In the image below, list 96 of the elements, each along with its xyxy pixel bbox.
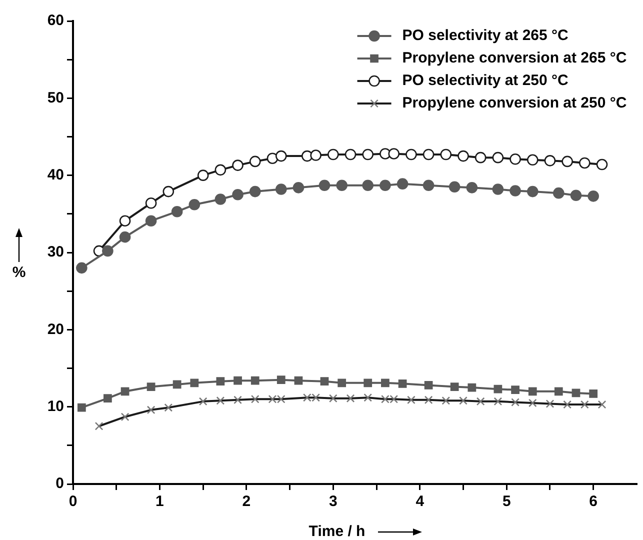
- point: [216, 377, 225, 386]
- point: [448, 181, 460, 193]
- point: [596, 158, 608, 170]
- point: [494, 384, 502, 394]
- point: [275, 150, 287, 162]
- x-tick-label: 0: [68, 493, 78, 510]
- x-tick-label: 4: [416, 493, 425, 510]
- point: [388, 148, 400, 160]
- point: [511, 386, 520, 394]
- point: [318, 180, 330, 192]
- point: [197, 170, 209, 181]
- point: [119, 231, 131, 243]
- point: [589, 390, 598, 398]
- point: [553, 187, 564, 199]
- point: [145, 215, 157, 227]
- point: [310, 150, 322, 161]
- point: [572, 388, 580, 398]
- point: [338, 378, 346, 388]
- point: [294, 376, 303, 385]
- point: [562, 156, 573, 168]
- point: [492, 184, 504, 195]
- point: [440, 148, 452, 160]
- point: [526, 186, 538, 198]
- point: [544, 155, 556, 166]
- point: [364, 378, 372, 388]
- point: [232, 160, 244, 171]
- point: [458, 150, 469, 162]
- point: [266, 152, 278, 164]
- point: [526, 154, 538, 166]
- legend-label: Propylene conversion at 265 °C: [402, 50, 627, 67]
- point: [422, 148, 434, 160]
- point: [146, 382, 156, 391]
- point: [102, 245, 114, 257]
- point: [336, 180, 348, 192]
- point: [214, 164, 226, 176]
- point: [492, 152, 504, 164]
- x-axis-title: Time / h: [308, 523, 366, 540]
- point: [424, 381, 433, 390]
- y-tick-label: 20: [47, 320, 64, 338]
- point: [380, 180, 391, 192]
- point: [104, 394, 112, 403]
- point: [450, 382, 459, 391]
- point: [145, 197, 157, 209]
- point: [362, 180, 374, 192]
- point: [77, 403, 86, 412]
- point: [232, 188, 244, 200]
- point: [579, 157, 590, 169]
- x-tick-label: 6: [589, 493, 598, 510]
- y-tick-label: 40: [47, 166, 64, 184]
- point: [292, 182, 304, 194]
- x-tick-label: 1: [156, 493, 164, 510]
- x-tick-label: 2: [242, 493, 251, 510]
- point: [275, 184, 287, 195]
- point: [570, 190, 582, 202]
- point: [172, 380, 182, 389]
- point: [234, 376, 242, 385]
- point: [320, 377, 329, 386]
- point: [249, 156, 261, 168]
- point: [162, 186, 174, 198]
- y-tick-label: 60: [47, 12, 64, 30]
- x-tick-label: 5: [502, 493, 511, 510]
- legend-label: PO selectivity at 265 °C: [402, 27, 569, 44]
- point: [554, 387, 563, 396]
- legend-label: Propylene conversion at 250 °C: [402, 94, 627, 112]
- point: [250, 376, 260, 385]
- point: [214, 194, 226, 205]
- legend-label: PO selectivity at 250 °C: [402, 72, 569, 90]
- y-tick-label: 0: [56, 475, 64, 492]
- point: [466, 182, 478, 194]
- point: [468, 383, 476, 392]
- point: [510, 185, 521, 196]
- point: [422, 180, 434, 192]
- point: [76, 262, 88, 274]
- y-tick-label: 10: [47, 398, 64, 415]
- y-axis-title: %: [12, 264, 26, 282]
- point: [474, 152, 486, 164]
- point: [190, 378, 199, 388]
- point: [362, 148, 374, 160]
- y-tick-label: 30: [47, 244, 64, 261]
- y-tick-label: 50: [47, 89, 64, 106]
- point: [396, 178, 408, 190]
- point: [344, 148, 356, 160]
- point: [398, 380, 407, 388]
- point: [328, 148, 339, 160]
- point: [406, 148, 417, 160]
- point: [276, 376, 286, 384]
- point: [119, 215, 131, 227]
- point: [510, 153, 521, 165]
- point: [528, 387, 537, 396]
- point: [249, 186, 261, 198]
- point: [381, 378, 390, 388]
- x-tick-label: 3: [328, 493, 338, 510]
- point: [120, 387, 130, 396]
- point: [171, 206, 183, 218]
- point: [188, 199, 200, 210]
- point: [588, 190, 599, 202]
